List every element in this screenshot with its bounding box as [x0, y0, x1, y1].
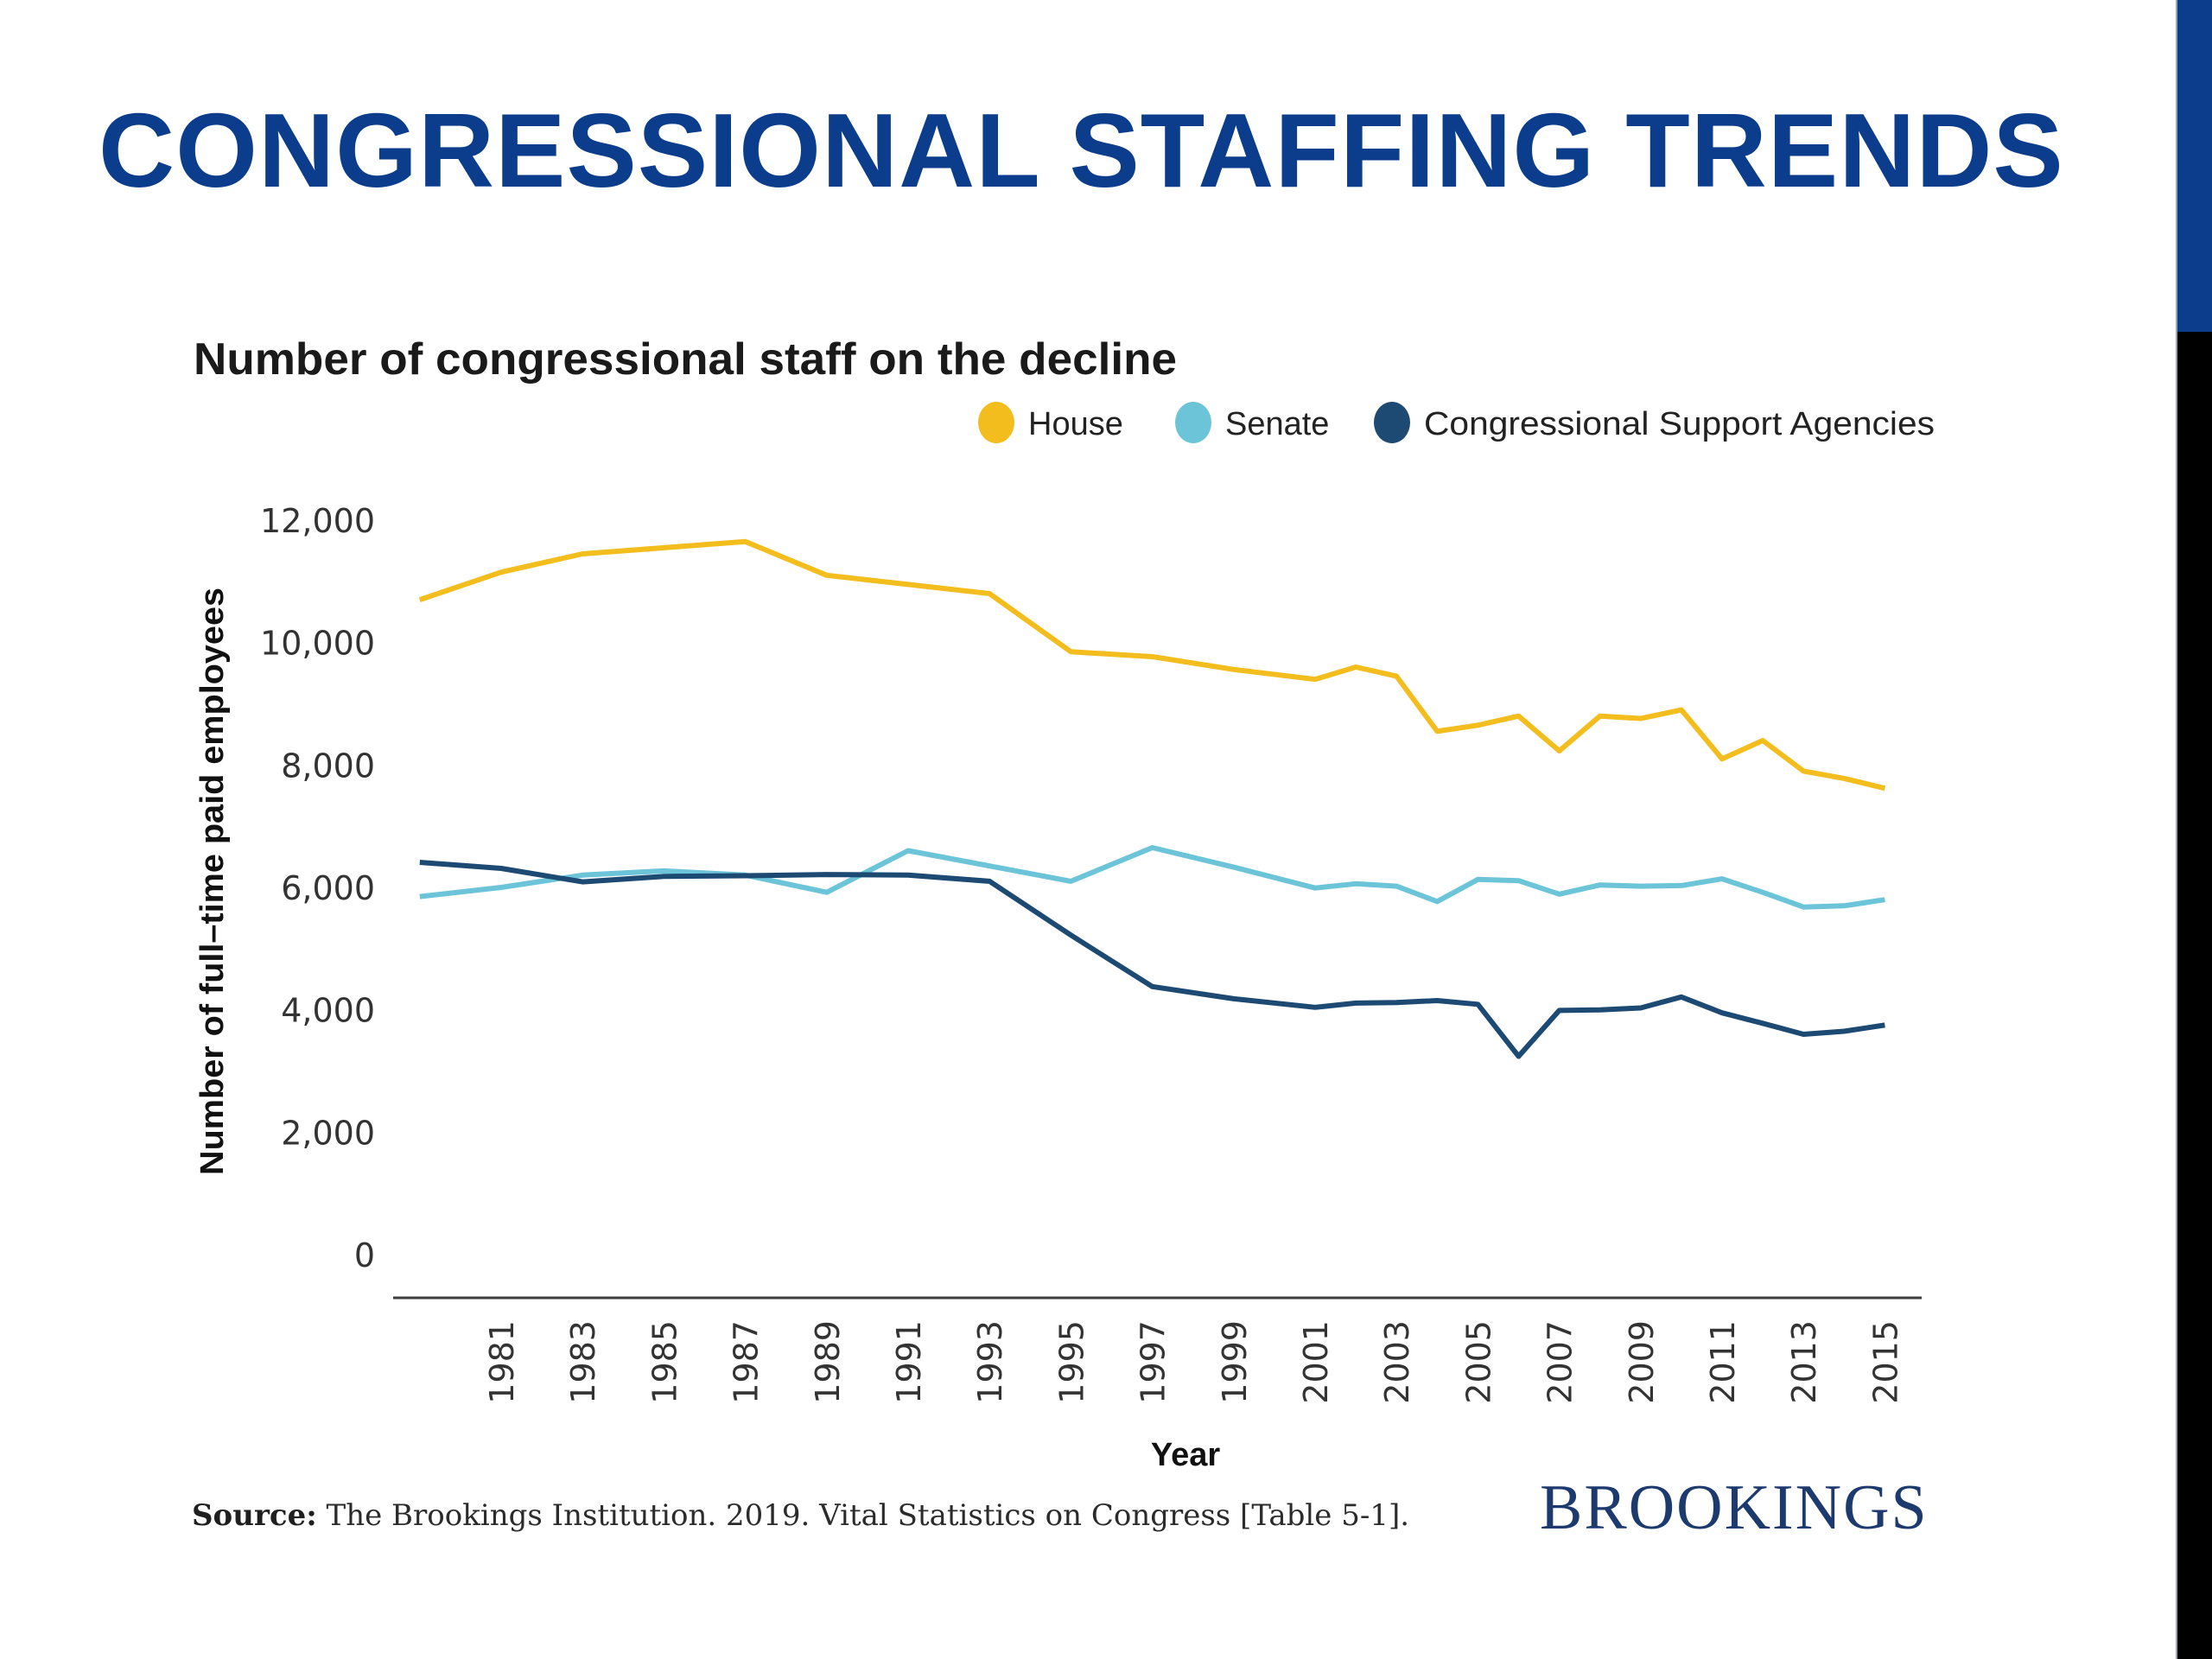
x-tick-label: 1995 [1052, 1320, 1090, 1404]
x-axis-ticks: 1981 1983 1985 1987 1989 1991 1993 1995 1997 1999… [483, 1320, 1904, 1404]
accent-bar-edge [2176, 0, 2177, 1659]
series-line-congressional-support-agencies [419, 860, 1885, 1059]
x-tick-label: 1997 [1135, 1320, 1173, 1404]
chart-title: Number of congressional staff on the dec… [194, 334, 1177, 385]
y-tick-label: 2,000 [281, 1114, 375, 1152]
series-lines [418, 538, 1886, 1059]
legend-label: Senate [1225, 406, 1329, 442]
slide-title: CONGRESSIONAL STAFFING TRENDS [99, 92, 2064, 209]
y-tick-label: 10,000 [260, 625, 375, 663]
x-axis-title: Year [1151, 1437, 1221, 1473]
y-tick-label: 4,000 [281, 992, 375, 1030]
x-tick-label: 2009 [1623, 1320, 1661, 1404]
x-tick-label: 1999 [1216, 1320, 1254, 1404]
x-tick-label: 1993 [971, 1320, 1009, 1404]
x-tick-label: 1987 [728, 1320, 766, 1404]
legend-label: Congressional Support Agencies [1424, 406, 1935, 442]
y-tick-label: 8,000 [281, 747, 375, 785]
y-tick-label: 0 [354, 1236, 375, 1274]
x-tick-label: 2007 [1541, 1320, 1580, 1404]
brookings-logo: BROOKINGS [1540, 1472, 1929, 1543]
x-tick-label: 2013 [1785, 1320, 1823, 1404]
y-axis-ticks: 0 2,000 4,000 6,000 8,000 10,000 12,000 [260, 502, 375, 1274]
y-tick-label: 6,000 [281, 869, 375, 907]
series-line-house [418, 538, 1886, 791]
legend: House Senate Congressional Support Agencie… [978, 402, 1935, 443]
x-tick-label: 1981 [483, 1320, 521, 1404]
x-tick-label: 2003 [1378, 1320, 1416, 1404]
legend-swatch-icon [1374, 402, 1410, 443]
source-label: Source: [192, 1498, 317, 1533]
x-tick-label: 1983 [564, 1320, 602, 1404]
x-tick-label: 2011 [1704, 1320, 1742, 1404]
x-tick-label: 2001 [1297, 1320, 1335, 1404]
accent-bar-blue [2177, 0, 2212, 332]
x-tick-label: 2015 [1866, 1320, 1904, 1404]
x-tick-label: 1991 [890, 1320, 928, 1404]
x-tick-label: 1989 [809, 1320, 847, 1404]
legend-label: House [1028, 406, 1123, 442]
x-tick-label: 1985 [645, 1320, 683, 1404]
source-note: Source: The Brookings Institution. 2019.… [192, 1498, 1409, 1533]
y-tick-label: 12,000 [260, 502, 375, 540]
source-text: The Brookings Institution. 2019. Vital S… [316, 1498, 1410, 1533]
legend-swatch-icon [978, 402, 1014, 443]
legend-swatch-icon [1175, 402, 1211, 443]
y-axis-title: Number of full–time paid employees [194, 588, 231, 1175]
accent-bar-black [2177, 332, 2212, 1659]
x-tick-label: 2005 [1459, 1320, 1497, 1404]
